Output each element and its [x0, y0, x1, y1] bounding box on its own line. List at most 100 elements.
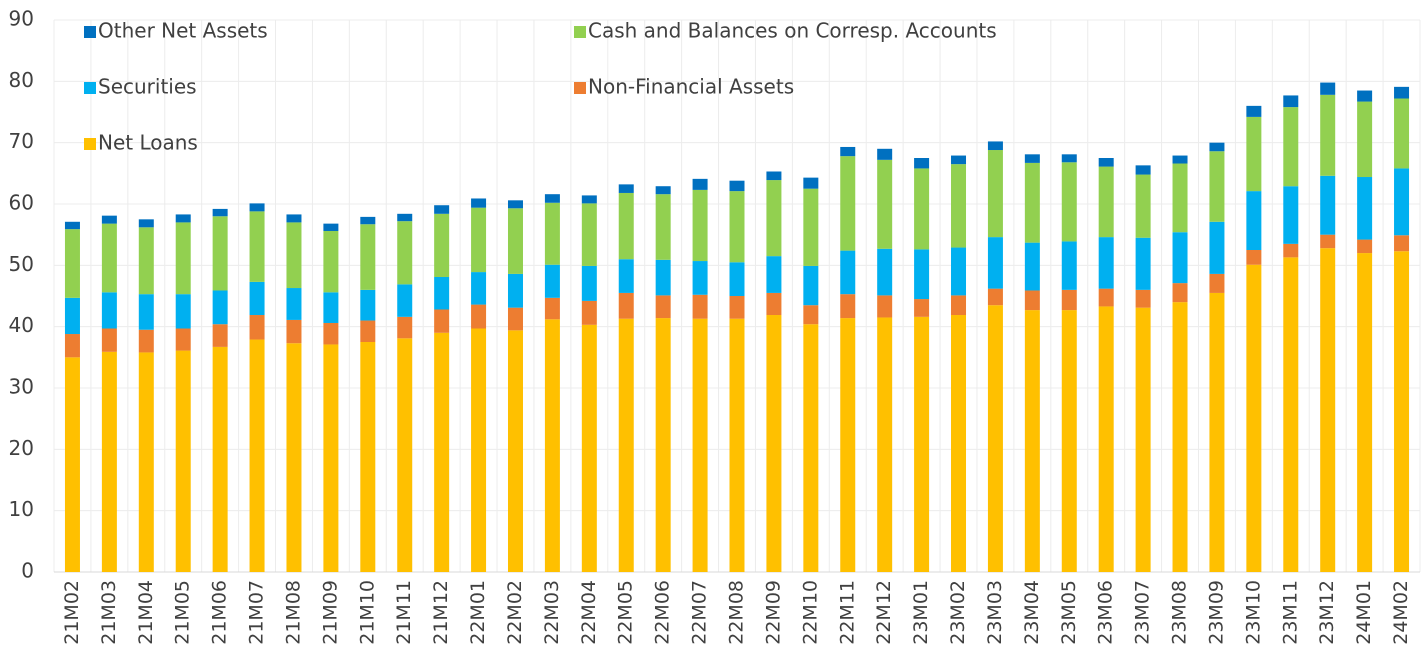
bar-segment — [1246, 116, 1262, 192]
bar-segment — [987, 237, 1003, 289]
bar-segment — [877, 295, 893, 318]
bar-segment — [1320, 234, 1336, 249]
bar-segment — [840, 156, 856, 251]
bar-segment — [1172, 302, 1188, 572]
bar-segment — [544, 297, 560, 320]
bar-segment — [1357, 239, 1373, 254]
bar-segment — [803, 265, 819, 306]
bar-segment — [1246, 264, 1262, 572]
bar-segment — [877, 317, 893, 572]
bar-segment — [581, 324, 597, 572]
bar-segment — [951, 164, 967, 248]
bar-segment — [1172, 283, 1188, 303]
bar-segment — [1024, 310, 1040, 572]
bar-segment — [138, 219, 154, 228]
bar-segment — [914, 168, 930, 250]
bar-segment — [323, 322, 339, 345]
bar-segment — [1209, 273, 1225, 293]
bar-segment — [803, 305, 819, 325]
bar-segment — [397, 316, 413, 339]
bar-segment — [1061, 162, 1077, 242]
bar-segment — [286, 343, 302, 572]
bar-segment — [1357, 177, 1373, 240]
legend-swatch — [84, 26, 96, 38]
bar-segment — [1283, 257, 1299, 572]
bar-segment — [544, 319, 560, 572]
bar-segment — [212, 290, 228, 325]
bar-segment — [655, 186, 671, 195]
bar-segment — [951, 315, 967, 572]
bar-segment — [729, 191, 745, 263]
bar-segment — [286, 319, 302, 344]
bar-segment — [1061, 241, 1077, 290]
bar-segment — [544, 264, 560, 298]
x-tick-label: 24M01 — [1353, 580, 1375, 645]
bar-segment — [1098, 237, 1114, 289]
bar-segment — [914, 316, 930, 572]
bar-segment — [138, 227, 154, 295]
bar-segment — [1357, 90, 1373, 102]
bar-segment — [1394, 86, 1410, 99]
x-tick-label: 21M11 — [393, 580, 415, 645]
bar-segment — [1320, 94, 1336, 176]
bar-segment — [249, 211, 265, 282]
bar-segment — [1098, 306, 1114, 572]
bar-segment — [1394, 251, 1410, 572]
bar-segment — [618, 292, 634, 319]
x-tick-label: 22M07 — [689, 580, 711, 645]
bar-segment — [101, 292, 117, 329]
bar-segment — [766, 315, 782, 572]
bar-segment — [1320, 248, 1336, 572]
bar-segment — [175, 294, 191, 329]
bar-segment — [397, 338, 413, 572]
bar-segment — [323, 223, 339, 231]
bar-segment — [1135, 165, 1151, 175]
bar-segment — [360, 289, 376, 321]
bar-segment — [397, 284, 413, 317]
bar-segment — [286, 288, 302, 320]
y-tick-label: 20 — [9, 436, 34, 460]
bar-segment — [692, 189, 708, 262]
y-tick-label: 0 — [21, 559, 34, 583]
bar-segment — [507, 200, 523, 209]
bar-segment — [1098, 288, 1114, 307]
bar-segment — [655, 194, 671, 260]
bar-segment — [618, 318, 634, 572]
bar-segment — [729, 296, 745, 319]
bar-segment — [1135, 174, 1151, 238]
bar-segment — [1394, 235, 1410, 252]
bar-segment — [64, 357, 80, 572]
x-tick-label: 23M05 — [1058, 580, 1080, 645]
bar-segment — [840, 146, 856, 157]
bar-segment — [1283, 243, 1299, 258]
bar-segment — [914, 158, 930, 169]
bar-segment — [544, 202, 560, 265]
bar-segment — [1320, 175, 1336, 235]
bar-segment — [434, 332, 450, 572]
bar-segment — [581, 203, 597, 266]
bar-segment — [987, 305, 1003, 572]
x-tick-label: 22M09 — [762, 580, 784, 645]
bar-segment — [64, 229, 80, 298]
bar-segment — [618, 259, 634, 293]
bar-segment — [987, 288, 1003, 306]
bar-segment — [951, 295, 967, 316]
x-tick-label: 23M08 — [1169, 580, 1191, 645]
bar-segment — [840, 250, 856, 295]
bar-segment — [286, 214, 302, 223]
bar-segment — [1135, 289, 1151, 308]
x-tick-label: 23M12 — [1316, 580, 1338, 645]
bar-segment — [360, 320, 376, 342]
x-tick-label: 23M01 — [910, 580, 932, 645]
bar-segment — [64, 221, 80, 230]
x-tick-label: 23M02 — [947, 580, 969, 645]
bar-segment — [471, 207, 487, 273]
x-tick-label: 22M12 — [873, 580, 895, 645]
bar-segment — [1246, 250, 1262, 265]
bar-segment — [323, 292, 339, 323]
bar-segment — [212, 324, 228, 347]
bar-segment — [1135, 307, 1151, 572]
bar-segment — [692, 294, 708, 319]
x-tick-label: 22M05 — [615, 580, 637, 645]
bar-segment — [581, 195, 597, 204]
